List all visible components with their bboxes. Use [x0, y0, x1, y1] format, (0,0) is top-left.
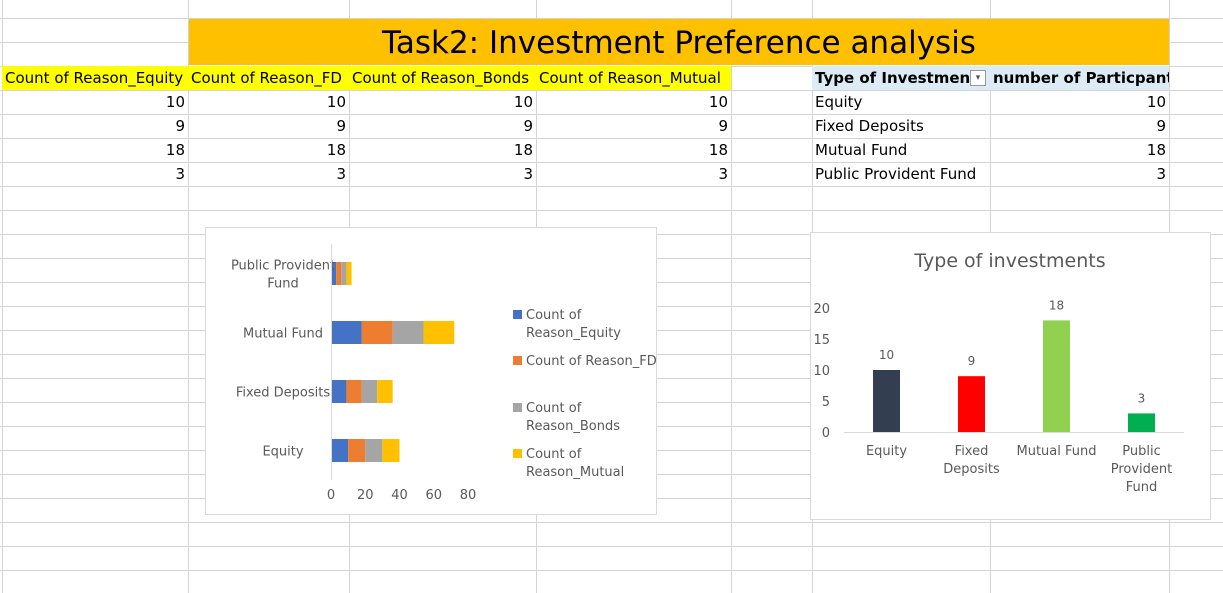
- bar-segment[interactable]: [377, 380, 393, 403]
- legend-label: Reason_Mutual: [526, 465, 624, 480]
- pivot-row-value[interactable]: 18: [1146, 141, 1166, 159]
- table-cell[interactable]: 9: [718, 117, 728, 135]
- y-tick-label: 10: [813, 364, 830, 379]
- category-label: Deposits: [943, 462, 1000, 477]
- table-cell[interactable]: 10: [513, 93, 533, 111]
- chart-title: Type of investments: [913, 250, 1105, 272]
- data-label: 3: [1138, 391, 1146, 405]
- data-label: 18: [1049, 298, 1064, 312]
- table-cell[interactable]: 3: [523, 165, 533, 183]
- column-bar[interactable]: [873, 370, 900, 432]
- y-tick-label: 15: [813, 333, 830, 348]
- bar-segment[interactable]: [361, 321, 393, 344]
- table-cell[interactable]: 18: [708, 141, 728, 159]
- table-cell[interactable]: 10: [165, 93, 185, 111]
- bar-segment[interactable]: [331, 321, 362, 344]
- data-label: 10: [879, 348, 894, 362]
- bar-segment[interactable]: [346, 262, 352, 285]
- stacked-bar-chart[interactable]: 0 20 40 60 80 Equity Fixed Deposits Mutual Fund…: [205, 227, 657, 515]
- header-count-equity[interactable]: Count of Reason_Equity: [2, 66, 188, 90]
- pivot-row-value[interactable]: 3: [1156, 165, 1166, 183]
- table-cell[interactable]: 18: [326, 141, 346, 159]
- legend-swatch: [513, 356, 522, 365]
- category-label: Public: [1122, 444, 1160, 459]
- pivot-row-label[interactable]: Equity: [815, 93, 863, 111]
- table-cell[interactable]: 18: [165, 141, 185, 159]
- legend-swatch: [513, 449, 522, 458]
- category-label: Provident: [1111, 462, 1173, 477]
- header-count-mutual[interactable]: Count of Reason_Mutual: [536, 66, 731, 90]
- legend-label: Count of: [526, 308, 582, 323]
- bar-segment[interactable]: [331, 380, 347, 403]
- pivot-row-label[interactable]: Public Provident Fund: [815, 165, 977, 183]
- bar-segment[interactable]: [361, 380, 378, 403]
- bar-segment[interactable]: [331, 262, 337, 285]
- x-tick-label: 20: [357, 488, 374, 503]
- category-label: Fixed: [955, 444, 989, 459]
- y-tick-label: 5: [822, 395, 830, 410]
- category-label: Fund: [1126, 480, 1158, 495]
- filter-dropdown-icon[interactable]: ▾: [970, 70, 986, 86]
- bar-segment[interactable]: [346, 380, 362, 403]
- legend-label: Count of: [526, 447, 582, 462]
- bar-segment[interactable]: [341, 262, 347, 285]
- table-cell[interactable]: 3: [336, 165, 346, 183]
- legend-label: Reason_Equity: [526, 326, 621, 341]
- table-cell[interactable]: 3: [175, 165, 185, 183]
- y-tick-label: 20: [813, 302, 830, 317]
- pivot-row-value[interactable]: 9: [1156, 117, 1166, 135]
- pivot-row-label[interactable]: Mutual Fund: [815, 141, 908, 159]
- x-tick-label: 80: [460, 488, 477, 503]
- pivot-row-label[interactable]: Fixed Deposits: [815, 117, 924, 135]
- category-label: Fixed Deposits: [236, 386, 331, 401]
- bar-segment[interactable]: [331, 439, 349, 462]
- page-title: Task2: Investment Preference analysis: [189, 19, 1169, 65]
- category-label: Public Provident: [231, 259, 335, 274]
- legend-label: Count of: [526, 401, 582, 416]
- table-cell[interactable]: 3: [718, 165, 728, 183]
- legend-label: Reason_Bonds: [526, 419, 620, 434]
- stacked-bar-chart-svg: 0 20 40 60 80 Equity Fixed Deposits Mutual Fund…: [231, 244, 657, 503]
- table-cell[interactable]: 18: [513, 141, 533, 159]
- bar-segment[interactable]: [348, 439, 366, 462]
- x-tick-label: 40: [391, 488, 408, 503]
- y-tick-label: 0: [822, 426, 830, 441]
- table-cell[interactable]: 9: [175, 117, 185, 135]
- table-cell[interactable]: 10: [708, 93, 728, 111]
- column-bar[interactable]: [1043, 320, 1070, 432]
- column-chart-svg: Type of investments 0 5 10 15 20 10 Equity 9 Fixe…: [813, 250, 1184, 495]
- header-type-of-investment[interactable]: Type of Investment: [812, 66, 990, 90]
- table-cell[interactable]: 10: [326, 93, 346, 111]
- bar-segment[interactable]: [392, 321, 424, 344]
- header-count-fd[interactable]: Count of Reason_FD: [188, 66, 349, 90]
- x-tick-label: 0: [327, 488, 335, 503]
- legend-swatch: [513, 310, 522, 319]
- column-chart[interactable]: Type of investments 0 5 10 15 20 10 Equity 9 Fixe…: [810, 232, 1211, 520]
- x-tick-label: 60: [425, 488, 442, 503]
- column-bar[interactable]: [958, 376, 985, 432]
- category-label: Equity: [866, 444, 907, 459]
- bar-segment[interactable]: [365, 439, 383, 462]
- bar-segment[interactable]: [382, 439, 400, 462]
- category-label: Equity: [262, 445, 303, 460]
- legend-label: Count of Reason_FD: [526, 354, 656, 369]
- table-cell[interactable]: 9: [336, 117, 346, 135]
- category-label: Mutual Fund: [1017, 444, 1097, 459]
- bar-segment[interactable]: [336, 262, 342, 285]
- category-label: Fund: [267, 277, 299, 292]
- category-label: Mutual Fund: [243, 327, 323, 342]
- data-label: 9: [968, 354, 976, 368]
- column-bar[interactable]: [1128, 413, 1155, 432]
- bar-segment[interactable]: [423, 321, 455, 344]
- header-count-bonds[interactable]: Count of Reason_Bonds: [349, 66, 536, 90]
- pivot-row-value[interactable]: 10: [1146, 93, 1166, 111]
- table-cell[interactable]: 9: [523, 117, 533, 135]
- legend-swatch: [513, 403, 522, 412]
- header-number-of-participants[interactable]: number of Particpants: [990, 66, 1169, 90]
